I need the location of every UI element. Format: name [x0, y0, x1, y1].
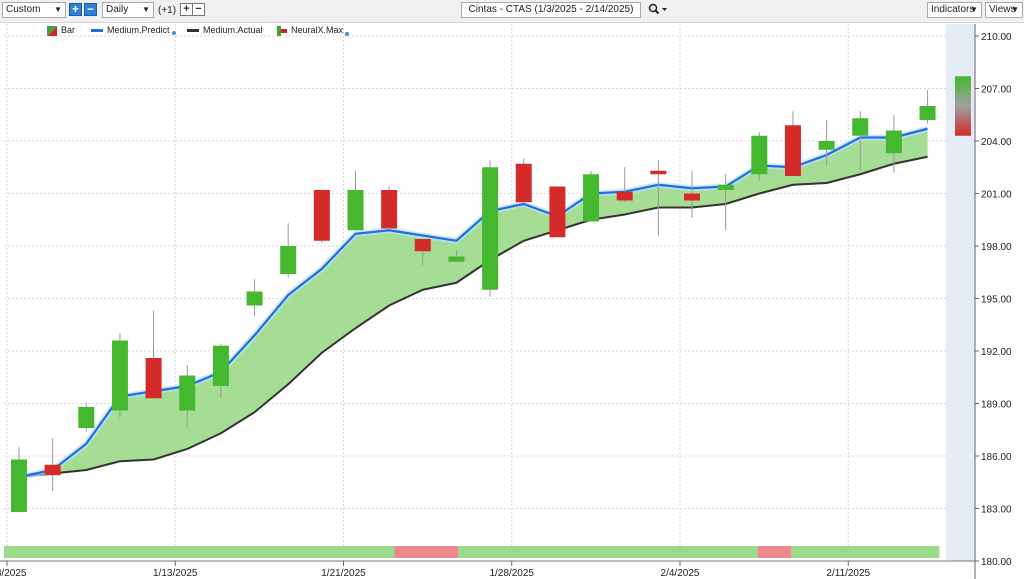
toolbar: Custom ▼ + − Daily ▼ (+1) + − Cintas - C…	[0, 0, 1024, 23]
y-tick-label: 198.00	[981, 242, 1012, 253]
y-tick-label: 210.00	[981, 32, 1012, 43]
chevron-down-icon: ▼	[54, 5, 62, 14]
legend-label: Medium.Predict	[107, 25, 170, 35]
y-tick-label: 189.00	[981, 400, 1012, 411]
indicators-label: Indicators	[931, 4, 975, 15]
offset-label: (+1)	[158, 5, 177, 16]
candle-down	[381, 190, 398, 229]
signal-strip-segment	[791, 546, 940, 558]
medium-actual-line	[18, 155, 928, 478]
candle-up	[448, 256, 465, 262]
indicators-button[interactable]: Indicators ▼	[927, 2, 982, 18]
candle-up	[179, 375, 196, 411]
y-tick-label: 180.00	[981, 557, 1012, 568]
line-swatch-icon	[187, 28, 199, 32]
plus-icon: +	[183, 3, 190, 15]
range-select-value: Custom	[6, 4, 41, 15]
prediction-band	[19, 128, 928, 477]
y-tick-label: 201.00	[981, 190, 1012, 201]
x-tick-label: 1/21/2025	[321, 568, 366, 579]
plus-icon: +	[71, 2, 79, 16]
candle-down	[549, 186, 566, 238]
candle-up	[885, 130, 902, 154]
legend-item-medium-predict[interactable]: Medium.Predict	[91, 25, 176, 35]
chevron-down-icon: ▼	[1011, 5, 1019, 14]
zoom-out-button[interactable]: −	[84, 3, 97, 16]
legend-item-bar[interactable]: Bar	[47, 25, 75, 36]
candle-down	[313, 190, 330, 241]
legend-item-medium-actual[interactable]: Medium.Actual	[187, 25, 263, 35]
candle-up	[482, 167, 499, 290]
candle-up	[246, 291, 263, 306]
signal-strip-segment	[4, 546, 395, 558]
period-select-value: Daily	[106, 4, 129, 15]
y-tick-label: 204.00	[981, 137, 1012, 148]
x-tick-label: 1/28/2025	[490, 568, 535, 579]
bar-swatch-icon	[47, 25, 57, 36]
legend-label: NeuralX.Max	[291, 25, 344, 35]
candle-up	[852, 118, 869, 136]
minus-icon: −	[195, 3, 202, 15]
candle-down	[616, 191, 633, 201]
legend-label: Bar	[61, 25, 76, 35]
zoom-in-button[interactable]: +	[69, 3, 82, 16]
neural-swatch-icon	[277, 25, 287, 36]
line-swatch-icon	[91, 28, 103, 32]
period-select[interactable]: Daily ▼	[102, 2, 154, 18]
candle-up	[818, 141, 835, 150]
legend-label: Medium.Actual	[203, 25, 263, 35]
candle-down	[44, 464, 61, 476]
medium-predict-line	[18, 127, 928, 479]
y-tick-label: 195.00	[981, 295, 1012, 306]
x-tick-label: 1/3/2025	[0, 568, 27, 579]
settings-dot-icon	[345, 31, 350, 36]
neuralx-max-bar	[955, 76, 971, 136]
candle-up	[280, 246, 297, 274]
candle-down	[414, 239, 431, 252]
chart-title-box[interactable]: Cintas - CTAS (1/3/2025 - 2/14/2025)	[461, 2, 641, 18]
candle-down	[515, 163, 532, 203]
x-tick-label: 1/13/2025	[153, 568, 198, 579]
signal-strip-segment	[757, 546, 792, 558]
chart-title: Cintas - CTAS (1/3/2025 - 2/14/2025)	[468, 4, 634, 15]
x-tick-label: 2/4/2025	[661, 568, 700, 579]
candle-up	[751, 135, 768, 175]
signal-strip-segment	[394, 546, 459, 558]
offset-plus-button[interactable]: +	[180, 3, 193, 16]
views-label: Views	[989, 4, 1016, 15]
y-tick-label: 186.00	[981, 452, 1012, 463]
candle-down	[784, 125, 801, 176]
settings-dot-icon	[171, 31, 176, 35]
candle-down	[650, 170, 667, 175]
candle-up	[11, 459, 27, 512]
magnifier-icon	[648, 3, 667, 15]
candle-up	[78, 407, 95, 428]
candle-up	[583, 174, 600, 222]
chevron-down-icon: ▼	[970, 5, 978, 14]
views-button[interactable]: Views ▼	[985, 2, 1023, 18]
candle-down	[145, 358, 162, 399]
candle-down	[684, 193, 700, 201]
search-button[interactable]	[648, 3, 668, 17]
y-tick-label: 183.00	[981, 505, 1012, 516]
chevron-down-icon: ▼	[142, 5, 150, 14]
range-select[interactable]: Custom ▼	[2, 2, 66, 18]
y-tick-label: 207.00	[981, 85, 1012, 96]
candle-up	[212, 345, 229, 386]
y-tick-label: 192.00	[981, 347, 1012, 358]
x-tick-label: 2/11/2025	[826, 568, 870, 579]
offset-minus-button[interactable]: −	[192, 3, 205, 16]
candle-up	[717, 184, 734, 190]
minus-icon: −	[86, 2, 94, 16]
candle-up	[919, 106, 936, 120]
candle-up	[111, 340, 128, 411]
candle-up	[347, 190, 364, 231]
signal-strip-segment	[458, 546, 758, 558]
legend-item-neuralx-max[interactable]: NeuralX.Max	[277, 25, 350, 36]
